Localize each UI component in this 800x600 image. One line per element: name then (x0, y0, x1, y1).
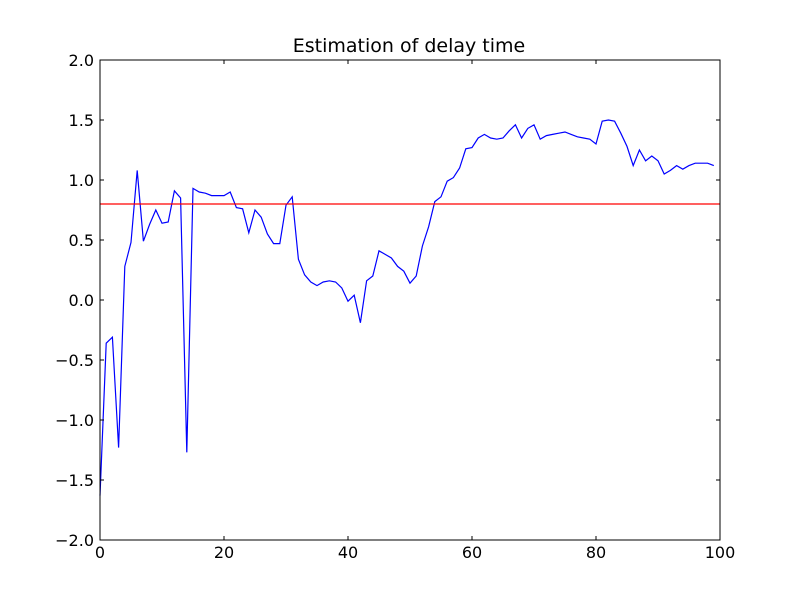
plot-frame (99, 59, 721, 541)
y-tick-label: 0.5 (69, 231, 94, 250)
y-tick-label: −0.5 (55, 351, 94, 370)
x-tick-label: 0 (95, 543, 105, 562)
x-tick-label: 60 (462, 543, 482, 562)
x-tick-label: 100 (705, 543, 736, 562)
y-tick-label: −1.0 (55, 411, 94, 430)
y-tick-label: 0.0 (69, 291, 94, 310)
chart-title: Estimation of delay time (293, 35, 525, 57)
series-line-estimate (99, 119, 715, 496)
x-tick-label: 20 (214, 543, 234, 562)
tick-layer: 0 20 40 60 80 100 −2.0 −1.5 −1.0 −0.5 0.0 0.5 1.0 1.5… (55, 51, 735, 562)
y-tick-label: 1.5 (69, 111, 94, 130)
y-tick-label: −1.5 (55, 471, 94, 490)
y-tick-label: 1.0 (69, 171, 94, 190)
y-tick-label: −2.0 (55, 531, 94, 550)
x-tick-label: 80 (586, 543, 606, 562)
series-layer (99, 119, 720, 496)
y-tick-label: 2.0 (69, 51, 94, 70)
x-tick-label: 40 (338, 543, 358, 562)
